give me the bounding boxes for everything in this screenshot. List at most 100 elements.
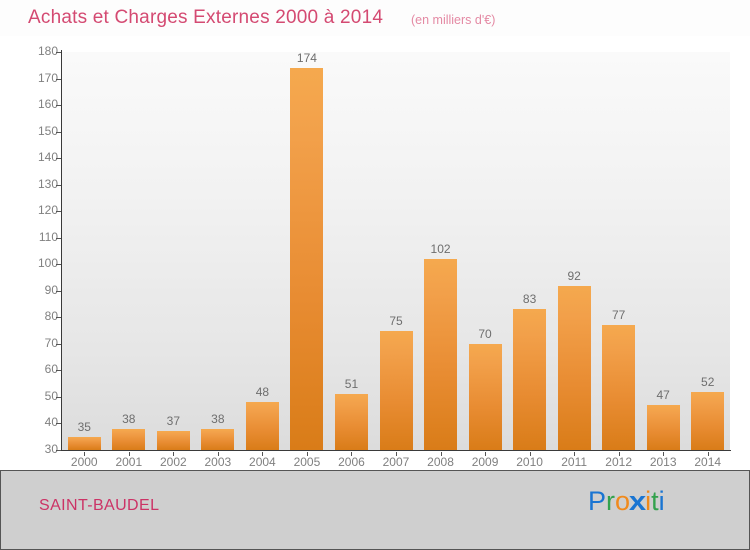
- x-axis-tick-label: 2003: [204, 455, 232, 469]
- y-axis-tick-mark: [56, 290, 61, 292]
- x-axis-tick-label: 2009: [471, 455, 499, 469]
- bar[interactable]: [156, 431, 190, 450]
- bar-group[interactable]: 38: [112, 52, 146, 450]
- y-axis-tick-label: 40: [44, 415, 58, 430]
- y-axis-tick-label: 100: [37, 256, 58, 271]
- y-axis-tick-mark: [56, 423, 61, 425]
- x-axis-tick-mark: [663, 452, 665, 456]
- y-axis-tick: 150: [0, 124, 68, 138]
- y-axis-tick-label: 170: [37, 70, 58, 85]
- x-axis-tick-mark: [396, 452, 397, 456]
- x-axis-tick-label: 2001: [115, 455, 143, 469]
- x-axis-tick-label: 2004: [249, 455, 276, 469]
- x-axis-tick-mark: [306, 452, 308, 456]
- y-axis-tick: 40: [0, 415, 68, 429]
- y-axis-tick: 70: [0, 336, 68, 350]
- y-axis-tick-mark: [56, 450, 61, 451]
- y-axis-tick: 80: [0, 309, 68, 323]
- x-axis-tick-mark: [574, 452, 576, 456]
- y-axis-tick-mark: [56, 237, 61, 239]
- bar-group[interactable]: 35: [67, 52, 101, 450]
- bar-group[interactable]: 92: [557, 52, 591, 450]
- bar-group[interactable]: 75: [379, 52, 413, 450]
- y-axis-tick-label: 90: [44, 282, 58, 297]
- bar-group[interactable]: 52: [691, 52, 725, 450]
- x-axis-tick-label: 2002: [159, 455, 187, 469]
- y-axis-tick-mark: [56, 317, 61, 319]
- bar-group[interactable]: 51: [334, 52, 368, 450]
- bar-value-label: 83: [522, 292, 537, 307]
- bar[interactable]: [424, 258, 458, 450]
- bar[interactable]: [334, 394, 368, 450]
- bar-value-label: 174: [296, 50, 317, 65]
- y-axis-tick-label: 110: [38, 229, 58, 244]
- x-axis-tick-label: 2008: [427, 455, 454, 469]
- x-axis-tick-mark: [485, 452, 487, 456]
- y-axis-tick-mark: [56, 370, 61, 372]
- bar-group[interactable]: 38: [201, 52, 235, 450]
- x-axis-labels: 2000 2001 2002 2003 2004 2005 2006 2007 2008 2009…: [62, 452, 730, 472]
- x-axis-tick-mark: [128, 452, 130, 456]
- bar[interactable]: [468, 343, 502, 450]
- x-axis-tick-mark: [351, 452, 353, 456]
- bar-group[interactable]: 70: [468, 52, 502, 450]
- y-axis-tick: 100: [0, 256, 68, 270]
- logo-letter: P: [588, 486, 607, 516]
- logo-letter: r: [606, 486, 616, 516]
- bar-value-label: 37: [166, 414, 180, 429]
- x-axis-tick-label: 2014: [694, 455, 722, 469]
- proxiti-logo[interactable]: Proxiti: [588, 486, 665, 517]
- y-axis-tick: 140: [0, 150, 68, 164]
- y-axis-tick-mark: [56, 396, 61, 398]
- y-axis-tick-label: 80: [44, 309, 58, 324]
- bar[interactable]: [513, 309, 547, 450]
- x-axis-tick-mark: [440, 452, 442, 456]
- x-axis-tick-mark: [618, 452, 620, 456]
- bar-value-label: 92: [567, 268, 581, 283]
- bar-value-label: 75: [389, 313, 403, 328]
- y-axis-tick-label: 70: [44, 335, 58, 350]
- bar[interactable]: [245, 402, 279, 450]
- y-axis-tick: 170: [0, 71, 68, 85]
- x-axis-tick-mark: [84, 452, 86, 456]
- bar[interactable]: [112, 428, 146, 450]
- y-axis-tick: 30: [0, 442, 68, 456]
- y-axis-tick: 50: [0, 389, 68, 403]
- y-axis-tick-label: 50: [44, 388, 58, 403]
- bar-group[interactable]: 83: [513, 52, 547, 450]
- chart-footer: SAINT-BAUDEL: [0, 470, 750, 550]
- bar-group[interactable]: 37: [156, 52, 190, 450]
- logo-letter: o: [615, 486, 631, 516]
- bar-value-label: 102: [430, 241, 451, 256]
- bar-group[interactable]: 77: [602, 52, 636, 450]
- x-axis-tick-label: 2012: [605, 455, 632, 469]
- y-axis-tick-label: 30: [44, 442, 58, 456]
- x-axis-tick-label: 2010: [516, 455, 543, 469]
- bar[interactable]: [646, 404, 680, 450]
- bar[interactable]: [379, 330, 413, 450]
- bar-group[interactable]: 47: [646, 52, 680, 450]
- bar[interactable]: [691, 391, 725, 450]
- bar-group[interactable]: 174: [290, 50, 324, 450]
- bar-group[interactable]: 48: [245, 52, 279, 450]
- bar[interactable]: [201, 428, 235, 450]
- y-axis-tick-mark: [56, 211, 61, 213]
- page-title: Achats et Charges Externes 2000 à 2014: [28, 7, 384, 28]
- x-axis-tick-label: 2013: [649, 455, 677, 469]
- x-axis-tick-mark: [529, 452, 531, 456]
- y-axis-tick: 90: [0, 283, 68, 297]
- bar[interactable]: [67, 436, 101, 450]
- y-axis-tick-label: 130: [37, 176, 58, 191]
- y-axis-line: [61, 50, 62, 451]
- y-axis-tick-mark: [56, 105, 61, 107]
- logo-letter: i: [658, 486, 665, 516]
- bar-group[interactable]: 102: [424, 52, 458, 450]
- bar-value-label: 70: [478, 326, 492, 341]
- bar[interactable]: [290, 67, 324, 450]
- bar-value-label: 38: [122, 411, 136, 426]
- bar[interactable]: [557, 285, 591, 450]
- x-axis-tick-label: 2000: [70, 455, 98, 469]
- y-axis-tick: 110: [0, 230, 68, 244]
- y-axis-tick-label: 60: [44, 362, 58, 377]
- bar[interactable]: [602, 325, 636, 450]
